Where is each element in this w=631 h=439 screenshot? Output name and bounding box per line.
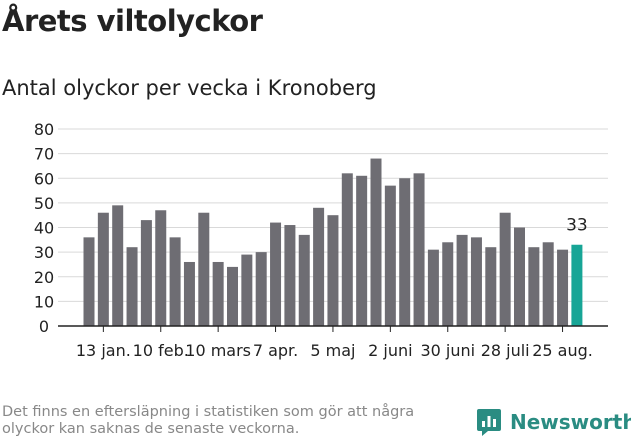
y-tick-label: 80 — [34, 120, 54, 139]
bar — [485, 247, 497, 326]
bar — [557, 249, 569, 326]
y-tick-label: 30 — [34, 243, 54, 262]
bar — [270, 222, 282, 326]
chart-title: Årets viltolyckor — [2, 4, 263, 38]
bar — [169, 237, 181, 326]
x-tick-label: 10 mars — [185, 341, 251, 360]
bar — [542, 242, 554, 326]
bar — [370, 158, 382, 326]
bar — [399, 178, 411, 326]
bar — [470, 237, 482, 326]
x-tick-label: 2 juni — [368, 341, 412, 360]
y-tick-label: 50 — [34, 194, 54, 213]
bar — [255, 252, 267, 326]
bar — [442, 242, 454, 326]
footnote: Det finns en eftersläpning i statistiken… — [2, 404, 415, 437]
bar — [499, 212, 511, 326]
brand-name: Newsworthy — [510, 410, 631, 434]
bar — [298, 234, 310, 326]
bar — [227, 266, 238, 326]
bar — [413, 173, 425, 326]
x-tick-label: 5 maj — [310, 341, 355, 360]
bar — [327, 215, 339, 326]
bar — [140, 220, 152, 326]
x-tick-label: 7 apr. — [253, 341, 298, 360]
bar — [427, 249, 439, 326]
highlight-data-label: 33 — [566, 216, 588, 236]
chart-subtitle: Antal olyckor per vecka i Kronoberg — [2, 76, 377, 100]
bar — [284, 225, 296, 326]
newsworthy-icon — [477, 409, 501, 436]
bar — [528, 247, 540, 326]
x-tick-label: 10 feb. — [133, 341, 189, 360]
bar-highlight — [571, 244, 583, 326]
bar — [83, 237, 95, 326]
x-tick-label: 13 jan. — [76, 341, 131, 360]
bar — [384, 185, 396, 326]
y-tick-label: 60 — [34, 169, 54, 188]
newsworthy-logo[interactable]: Newsworthy — [476, 406, 631, 438]
x-tick-label: 25 aug. — [532, 341, 593, 360]
x-tick-label: 30 juni — [420, 341, 475, 360]
y-tick-label: 0 — [39, 317, 49, 336]
bar — [97, 212, 109, 326]
bar — [155, 210, 167, 326]
bar — [341, 173, 353, 326]
bar — [198, 212, 210, 326]
bar — [212, 261, 224, 326]
x-tick-label: 28 juli — [481, 341, 530, 360]
y-tick-label: 70 — [34, 145, 54, 164]
bar — [356, 175, 368, 326]
bar — [313, 207, 325, 326]
bar — [514, 227, 525, 326]
y-tick-label: 10 — [34, 292, 54, 311]
y-tick-label: 20 — [34, 268, 54, 287]
bar — [112, 205, 124, 326]
bar-chart: 0 10 20 30 40 50 60 70 80 13 jan. 10 feb.10 mars 7 … — [34, 120, 608, 360]
bar — [126, 247, 138, 326]
y-tick-label: 40 — [34, 219, 54, 238]
bar — [456, 234, 468, 326]
bar — [241, 254, 253, 326]
bar — [183, 261, 195, 326]
